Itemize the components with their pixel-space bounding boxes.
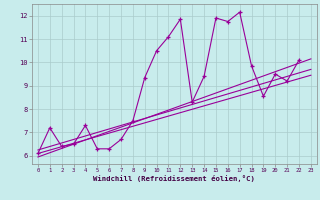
X-axis label: Windchill (Refroidissement éolien,°C): Windchill (Refroidissement éolien,°C) [93,175,255,182]
